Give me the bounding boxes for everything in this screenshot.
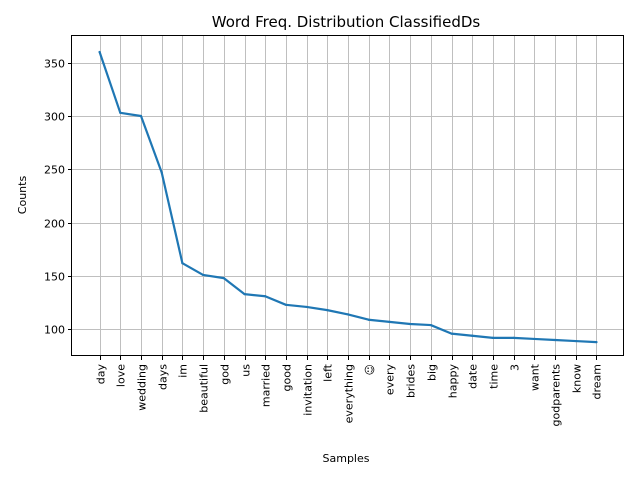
data-point	[181, 262, 184, 265]
data-point	[98, 50, 101, 54]
y-ticks: 100 150 200 250 300 350	[44, 58, 72, 337]
x-tick-label: god	[219, 364, 232, 385]
plot-area-frame	[71, 35, 624, 356]
data-point	[222, 277, 225, 280]
data-point	[119, 111, 122, 114]
x-tick-label: 3	[509, 364, 522, 371]
data-point	[264, 295, 267, 298]
y-tick-label: 250	[44, 164, 65, 177]
data-point	[409, 322, 412, 326]
x-tick-label: dream	[591, 364, 604, 400]
x-tick-label: date	[467, 364, 480, 389]
data-point	[139, 114, 143, 118]
x-tick-label: days	[157, 364, 170, 390]
data-point	[471, 334, 474, 337]
data-point	[553, 338, 557, 342]
x-axis-label: Samples	[323, 452, 370, 465]
x-tick-label: happy	[447, 364, 460, 399]
y-tick-label: 100	[44, 324, 65, 337]
y-axis-label: Counts	[16, 176, 29, 215]
x-tick-label: every	[384, 364, 397, 396]
y-tick-label: 350	[44, 58, 65, 71]
data-point	[388, 320, 391, 323]
data-point	[491, 336, 494, 339]
x-tick-label: brides	[405, 364, 418, 398]
data-point	[595, 341, 598, 344]
data-point	[429, 323, 432, 327]
x-tick-label: married	[260, 364, 273, 407]
grid	[72, 36, 624, 356]
data-point	[284, 303, 287, 306]
x-tick-label: ☺	[364, 364, 377, 375]
data-point	[346, 313, 350, 316]
x-tick-label: day	[95, 364, 108, 385]
x-ticks: day love wedding days im beautiful god us marrie…	[95, 356, 604, 426]
data-point	[160, 171, 163, 174]
data-point	[512, 336, 515, 339]
x-tick-label: godparents	[550, 364, 563, 427]
y-tick-label: 300	[44, 111, 65, 124]
y-tick-label: 200	[44, 218, 65, 231]
x-tick-label: want	[529, 363, 542, 391]
data-point	[367, 318, 370, 321]
data-point	[202, 273, 205, 277]
data-point	[305, 305, 308, 309]
x-tick-label: good	[281, 364, 294, 391]
x-tick-label: beautiful	[198, 364, 211, 413]
y-tick-label: 150	[44, 271, 65, 284]
x-tick-label: big	[426, 364, 439, 381]
series-group	[98, 50, 598, 344]
chart-title: Word Freq. Distribution ClassifiedDs	[212, 13, 481, 31]
x-tick-label: everything	[343, 364, 356, 423]
x-tick-label: know	[571, 364, 584, 393]
x-tick-label: left	[322, 363, 335, 382]
x-tick-label: im	[177, 364, 190, 378]
x-tick-label: love	[115, 364, 128, 387]
data-point	[326, 309, 329, 312]
x-tick-label: us	[240, 364, 253, 377]
x-tick-label: time	[488, 364, 501, 389]
data-point	[533, 337, 536, 341]
x-tick-label: wedding	[136, 364, 149, 411]
data-point	[450, 332, 453, 335]
x-tick-label: invitation	[302, 364, 315, 416]
data-point	[243, 293, 246, 296]
data-point	[574, 339, 577, 343]
